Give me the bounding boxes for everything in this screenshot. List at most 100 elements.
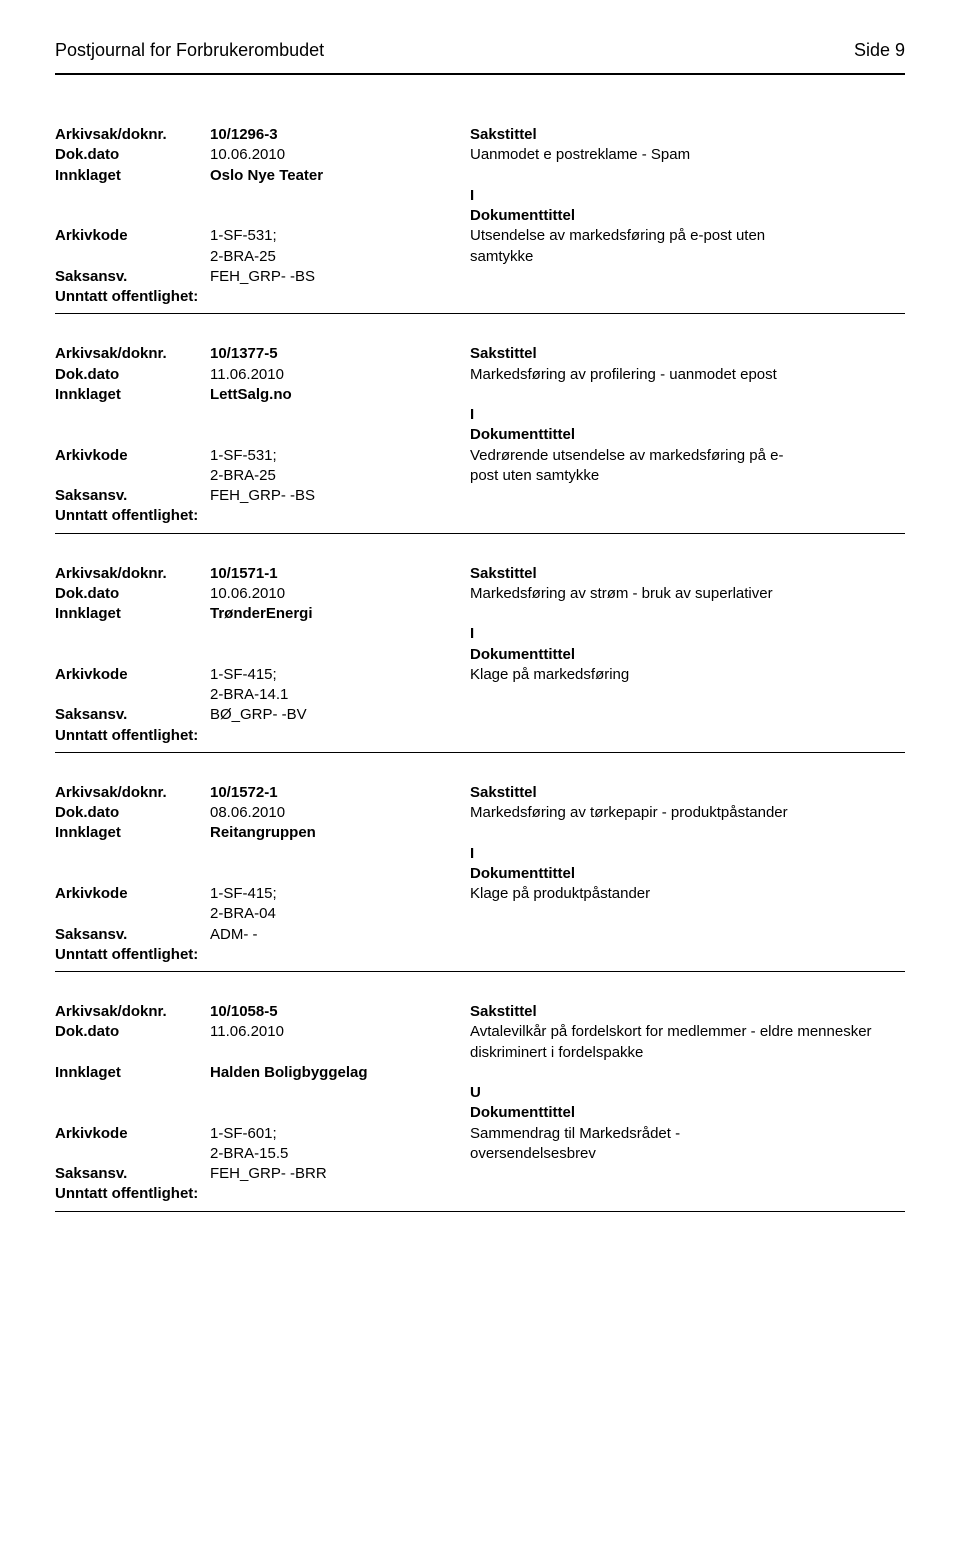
arkivsak-label: Arkivsak/doknr. <box>55 125 210 145</box>
arkivkode-label: Arkivkode <box>55 884 210 904</box>
record: Arkivsak/doknr.10/1572-1Sakstittel Dok.da… <box>55 783 905 972</box>
innklaget-value: Halden Boligbyggelag <box>210 1063 470 1083</box>
arkivsak-value: 10/1296-3 <box>210 125 470 145</box>
doktittel-label: Dokumenttittel <box>470 864 905 884</box>
record: Arkivsak/doknr.10/1377-5Sakstittel Dok.da… <box>55 344 905 533</box>
dokdato-label: Dok.dato <box>55 365 210 385</box>
saksansv-value: FEH_GRP- -BS <box>210 486 470 506</box>
innklaget-label: Innklaget <box>55 166 210 186</box>
record-divider <box>55 971 905 972</box>
record: Arkivsak/doknr.10/1296-3Sakstittel Dok.da… <box>55 125 905 314</box>
arkivkode-value: 1-SF-531; <box>210 226 470 246</box>
header-divider <box>55 73 905 75</box>
arkivsak-label: Arkivsak/doknr. <box>55 344 210 364</box>
arkivkode-value: 1-SF-531; <box>210 446 470 466</box>
saksansv-value: FEH_GRP- -BRR <box>210 1164 470 1184</box>
saksansv-value: FEH_GRP- -BS <box>210 267 470 287</box>
saksansv-label: Saksansv. <box>55 267 210 287</box>
saksansv-label: Saksansv. <box>55 925 210 945</box>
dokdato-text: Markedsføring av profilering - uanmodet … <box>470 365 905 385</box>
sakstittel-label: Sakstittel <box>470 783 905 803</box>
dokdato-text: Uanmodet e postreklame - Spam <box>470 145 905 165</box>
innklaget-value: Reitangruppen <box>210 823 470 843</box>
arkivsak-label: Arkivsak/doknr. <box>55 564 210 584</box>
unntatt-label: Unntatt offentlighet: <box>55 1184 198 1204</box>
sakstittel-label: Sakstittel <box>470 564 905 584</box>
arkivkode-value: 1-SF-415; <box>210 884 470 904</box>
saksansv-label: Saksansv. <box>55 705 210 725</box>
record-divider <box>55 1211 905 1212</box>
dokdato-text: Markedsføring av tørkepapir - produktpås… <box>470 803 905 823</box>
arkivkode-value: 2-BRA-25 <box>210 466 470 486</box>
arkivsak-value: 10/1571-1 <box>210 564 470 584</box>
saksansv-label: Saksansv. <box>55 486 210 506</box>
arkivsak-label: Arkivsak/doknr. <box>55 1002 210 1022</box>
innklaget-value: LettSalg.no <box>210 385 470 405</box>
arkivkode-text: Klage på produktpåstander <box>470 884 905 904</box>
innklaget-label: Innklaget <box>55 604 210 624</box>
unntatt-label: Unntatt offentlighet: <box>55 945 198 965</box>
sakstittel-label: Sakstittel <box>470 125 905 145</box>
arkivsak-value: 10/1572-1 <box>210 783 470 803</box>
unntatt-label: Unntatt offentlighet: <box>55 287 198 307</box>
arkivkode-text: Sammendrag til Markedsrådet - <box>470 1124 905 1144</box>
innklaget-value: Oslo Nye Teater <box>210 166 470 186</box>
unntatt-label: Unntatt offentlighet: <box>55 726 198 746</box>
page: Postjournal for Forbrukerombudet Side 9 … <box>0 0 960 1282</box>
arkivkode-text: samtykke <box>470 247 905 267</box>
arkivkode-label: Arkivkode <box>55 1124 210 1144</box>
arkivkode-value: 2-BRA-25 <box>210 247 470 267</box>
dokdato-text: Markedsføring av strøm - bruk av superla… <box>470 584 905 604</box>
record: Arkivsak/doknr.10/1571-1Sakstittel Dok.da… <box>55 564 905 753</box>
arkivsak-value: 10/1058-5 <box>210 1002 470 1022</box>
doc-tag: I <box>470 186 905 206</box>
dokdato-label: Dok.dato <box>55 803 210 823</box>
header-title: Postjournal for Forbrukerombudet <box>55 40 324 61</box>
arkivkode-value: 2-BRA-04 <box>210 904 470 924</box>
doc-tag: I <box>470 405 905 425</box>
dokdato-label: Dok.dato <box>55 584 210 604</box>
arkivkode-text: oversendelsesbrev <box>470 1144 905 1164</box>
dokdato-label: Dok.dato <box>55 1022 210 1042</box>
record: Arkivsak/doknr.10/1058-5Sakstittel Dok.da… <box>55 1002 905 1212</box>
arkivkode-value: 1-SF-415; <box>210 665 470 685</box>
arkivkode-text: Utsendelse av markedsføring på e-post ut… <box>470 226 905 246</box>
arkivkode-text: post uten samtykke <box>470 466 905 486</box>
dokdato-value: 11.06.2010 <box>210 365 470 385</box>
innklaget-label: Innklaget <box>55 1063 210 1083</box>
page-number: Side 9 <box>854 40 905 61</box>
saksansv-value: BØ_GRP- -BV <box>210 705 470 725</box>
arkivsak-value: 10/1377-5 <box>210 344 470 364</box>
doktittel-label: Dokumenttittel <box>470 1103 905 1123</box>
doc-tag: U <box>470 1083 905 1103</box>
arkivkode-value: 1-SF-601; <box>210 1124 470 1144</box>
dokdato-value: 11.06.2010 <box>210 1022 470 1042</box>
sakstittel-label: Sakstittel <box>470 1002 905 1022</box>
doktittel-label: Dokumenttittel <box>470 645 905 665</box>
unntatt-label: Unntatt offentlighet: <box>55 506 198 526</box>
innklaget-label: Innklaget <box>55 385 210 405</box>
dokdato-value: 10.06.2010 <box>210 584 470 604</box>
saksansv-label: Saksansv. <box>55 1164 210 1184</box>
dokdato-value: 10.06.2010 <box>210 145 470 165</box>
arkivkode-value: 2-BRA-15.5 <box>210 1144 470 1164</box>
doktittel-label: Dokumenttittel <box>470 206 905 226</box>
dokdato-value: 08.06.2010 <box>210 803 470 823</box>
dokdato-text: Avtalevilkår på fordelskort for medlemme… <box>470 1022 905 1063</box>
dokdato-label: Dok.dato <box>55 145 210 165</box>
arkivkode-label: Arkivkode <box>55 665 210 685</box>
saksansv-value: ADM- - <box>210 925 470 945</box>
innklaget-label: Innklaget <box>55 823 210 843</box>
arkivkode-text: Vedrørende utsendelse av markedsføring p… <box>470 446 905 466</box>
innklaget-value: TrønderEnergi <box>210 604 470 624</box>
arkivkode-text: Klage på markedsføring <box>470 665 905 685</box>
record-divider <box>55 313 905 314</box>
record-divider <box>55 752 905 753</box>
arkivkode-label: Arkivkode <box>55 446 210 466</box>
arkivsak-label: Arkivsak/doknr. <box>55 783 210 803</box>
arkivkode-value: 2-BRA-14.1 <box>210 685 470 705</box>
doc-tag: I <box>470 844 905 864</box>
doktittel-label: Dokumenttittel <box>470 425 905 445</box>
sakstittel-label: Sakstittel <box>470 344 905 364</box>
page-header: Postjournal for Forbrukerombudet Side 9 <box>55 40 905 61</box>
